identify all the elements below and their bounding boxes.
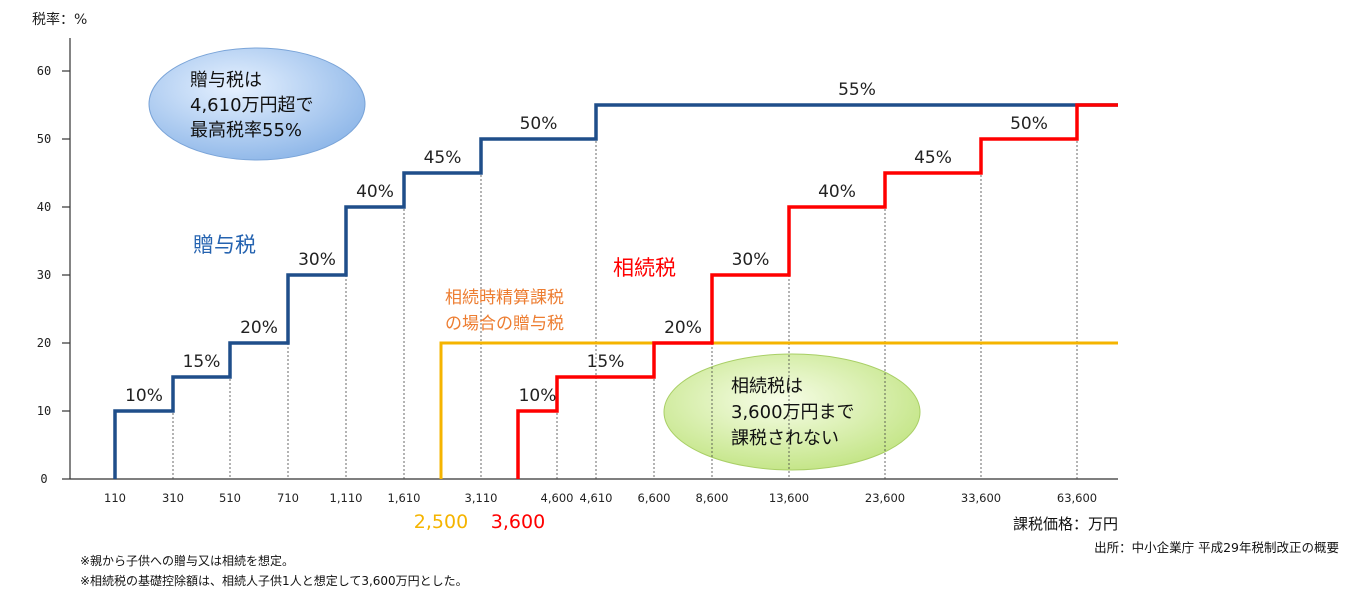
y-axis-label: 税率：% (32, 11, 87, 28)
gift-tax-bubble-line-2: 4,610万円超で (190, 95, 314, 116)
series-inheritance-tax (516, 103, 1118, 479)
x-tick-label: 4,610 (580, 491, 613, 505)
rate-label: 40% (818, 182, 856, 202)
x-tick-label: 4,600 (541, 491, 574, 505)
x-tick-label: 33,600 (961, 491, 1001, 505)
inheritance-tax-bubble-line-2: 3,600万円まで (731, 402, 855, 423)
gift-tax-bubble-line-3: 最高税率55% (190, 120, 302, 141)
rate-label: 50% (520, 114, 558, 134)
x-tick-label: 63,600 (1057, 491, 1097, 505)
x-axis-label: 課税価格：万円 (1013, 515, 1118, 533)
x-tick-label-highlighted: 3,600 (491, 511, 545, 533)
rate-label: 20% (664, 318, 702, 338)
rate-label: 45% (424, 148, 462, 168)
y-tick-label: 50 (37, 132, 51, 146)
y-tick-label: 20 (37, 336, 51, 350)
x-tick-label: 6,600 (638, 491, 671, 505)
note-1: ※親から子供への贈与又は相続を想定。 (80, 554, 295, 568)
rate-label: 55% (838, 80, 876, 100)
x-ticks: 110 310 510 710 1,110 1,610 3,110 4,600 4,610 6,6… (104, 491, 1097, 533)
x-tick-label: 1,110 (330, 491, 363, 505)
inheritance-tax-label: 相続税 (613, 256, 676, 280)
y-tick-label: 60 (37, 64, 51, 78)
settlement-label-line-1: 相続時精算課税 (445, 288, 564, 308)
x-tick-label: 710 (277, 491, 299, 505)
y-tick-label: 0 (40, 472, 47, 486)
gift-tax-bubble-line-1: 贈与税は (190, 70, 262, 91)
x-tick-label: 13,600 (769, 491, 809, 505)
x-tick-label: 1,610 (388, 491, 421, 505)
x-tick-label: 23,600 (865, 491, 905, 505)
inheritance-tax-bubble-line-3: 課税されない (731, 428, 839, 449)
rate-label: 30% (732, 250, 770, 270)
rate-label: 15% (183, 352, 221, 372)
gift-tax-bubble (148, 47, 366, 161)
rate-label: 45% (914, 148, 952, 168)
x-tick-label-highlighted: 2,500 (414, 511, 468, 533)
x-tick-label: 3,110 (465, 491, 498, 505)
rate-label: 15% (587, 352, 625, 372)
x-tick-label: 110 (104, 491, 126, 505)
rate-labels: 10% 15% 20% 30% 40% 45% 50% 55% 10% 15% 20% 30% 40% 4… (125, 80, 1048, 406)
gift-tax-label: 贈与税 (193, 233, 256, 257)
y-ticks: 0 10 20 30 40 50 60 (37, 64, 70, 486)
inheritance-tax-bubble (663, 353, 921, 471)
x-tick-label: 310 (162, 491, 184, 505)
rate-label: 20% (240, 318, 278, 338)
inheritance-tax-bubble-line-1: 相続税は (731, 376, 803, 397)
settlement-label-line-2: の場合の贈与税 (445, 314, 564, 334)
series-gift-tax (113, 103, 1118, 479)
rate-label: 50% (1010, 114, 1048, 134)
rate-label: 30% (298, 250, 336, 270)
note-2: ※相続税の基礎控除額は、相続人子供1人と想定して3,600万円とした。 (80, 574, 468, 588)
y-tick-label: 40 (37, 200, 51, 214)
rate-label: 40% (356, 182, 394, 202)
y-tick-label: 10 (37, 404, 51, 418)
rate-label: 10% (125, 386, 163, 406)
source-note: 出所：中小企業庁 平成29年税制改正の概要 (1094, 540, 1339, 555)
series-settlement-gift-tax (439, 341, 1118, 479)
x-tick-label: 8,600 (696, 491, 729, 505)
rate-label: 10% (519, 386, 557, 406)
y-tick-label: 30 (37, 268, 51, 282)
x-tick-label: 510 (219, 491, 241, 505)
